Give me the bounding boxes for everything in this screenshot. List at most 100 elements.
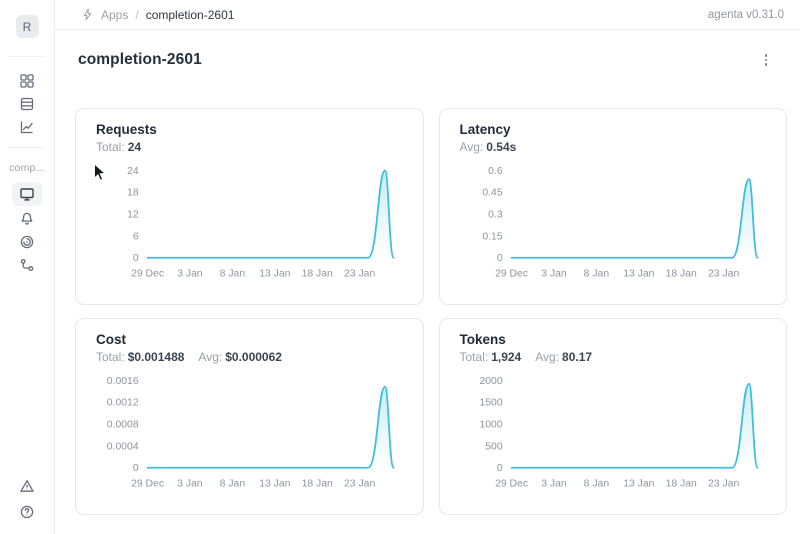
- radar-icon: [19, 234, 35, 250]
- svg-text:8 Jan: 8 Jan: [220, 479, 246, 490]
- requests-card: Requests Total: 24 0 6 12 18 24 29 Dec 3 Jan 8 J…: [75, 108, 424, 305]
- page-title: completion-2601: [78, 51, 202, 68]
- stat-value: $0.000062: [225, 350, 282, 364]
- latency-line-chart[interactable]: 0 0.15 0.3 0.45 0.6 29 Dec 3 Jan 8 Jan 13 Jan 18 …: [460, 160, 767, 290]
- svg-text:6: 6: [133, 231, 139, 242]
- sidebar-item-traces[interactable]: [12, 231, 42, 253]
- svg-text:18 Jan: 18 Jan: [665, 479, 696, 490]
- svg-text:18: 18: [127, 188, 139, 199]
- sidebar-item-test-sets[interactable]: [12, 93, 42, 115]
- svg-text:13 Jan: 13 Jan: [259, 479, 290, 490]
- more-options-button[interactable]: [755, 49, 777, 71]
- svg-text:0: 0: [133, 463, 139, 474]
- stat-value: 80.17: [562, 350, 593, 364]
- sidebar-item-help[interactable]: [12, 501, 42, 523]
- breadcrumb-separator: /: [135, 7, 139, 22]
- card-title: Latency: [459, 122, 511, 137]
- help-icon: [19, 504, 35, 520]
- svg-text:1500: 1500: [479, 398, 502, 409]
- svg-text:23 Jan: 23 Jan: [344, 269, 375, 280]
- card-title: Requests: [96, 122, 157, 137]
- svg-text:2000: 2000: [479, 376, 502, 387]
- svg-text:1000: 1000: [479, 420, 502, 431]
- svg-text:13 Jan: 13 Jan: [623, 479, 654, 490]
- stat-value: 24: [127, 140, 142, 154]
- line-chart-icon: [19, 119, 35, 135]
- breadcrumb-apps-link[interactable]: Apps: [101, 7, 129, 22]
- sidebar-divider: [8, 56, 46, 57]
- svg-text:8 Jan: 8 Jan: [220, 269, 246, 280]
- svg-text:0.0004: 0.0004: [107, 441, 139, 452]
- svg-text:0.15: 0.15: [482, 231, 502, 242]
- svg-text:13 Jan: 13 Jan: [259, 269, 290, 280]
- card-title: Tokens: [459, 332, 506, 347]
- svg-text:0.45: 0.45: [482, 188, 502, 199]
- sidebar-item-observability[interactable]: [12, 116, 42, 138]
- tokens-card: Tokens Total: 1,924 Avg: 80.17 0 500 1000 150…: [438, 318, 787, 515]
- tokens-line-chart[interactable]: 0 500 1000 1500 2000 29 Dec 3 Jan 8 Jan 13 Jan 18…: [460, 370, 767, 500]
- svg-text:0: 0: [133, 253, 139, 264]
- svg-text:12: 12: [127, 210, 139, 221]
- avatar[interactable]: R: [15, 15, 39, 38]
- svg-text:0.0016: 0.0016: [107, 376, 139, 387]
- main-content: completion-2601 Requests Total: 24 0 6 12 18…: [55, 30, 800, 534]
- sidebar-item-apps[interactable]: [12, 70, 42, 92]
- svg-text:23 Jan: 23 Jan: [708, 269, 739, 280]
- card-stats: Total: 1,924 Avg: 80.17: [460, 350, 767, 364]
- stat-value: 0.54s: [486, 140, 517, 154]
- svg-text:18 Jan: 18 Jan: [665, 269, 696, 280]
- svg-text:23 Jan: 23 Jan: [344, 479, 375, 490]
- app-group-label: comp...: [9, 162, 45, 174]
- card-stats: Total: 24: [96, 140, 403, 154]
- breadcrumb-current: completion-2601: [145, 7, 235, 22]
- stat-label: Total:: [459, 350, 489, 364]
- svg-text:29 Dec: 29 Dec: [495, 479, 528, 490]
- svg-text:3 Jan: 3 Jan: [177, 269, 203, 280]
- svg-text:29 Dec: 29 Dec: [131, 269, 164, 280]
- breadcrumb: Apps / completion-2601: [81, 8, 234, 22]
- version-label: agenta v0.31.0: [707, 8, 784, 21]
- svg-text:18 Jan: 18 Jan: [302, 269, 333, 280]
- svg-text:500: 500: [485, 441, 503, 452]
- latency-card: Latency Avg: 0.54s 0 0.15 0.3 0.45 0.6 29 Dec 3…: [438, 108, 787, 305]
- svg-text:8 Jan: 8 Jan: [583, 269, 609, 280]
- sidebar-item-evaluations[interactable]: [12, 254, 42, 276]
- requests-line-chart[interactable]: 0 6 12 18 24 29 Dec 3 Jan 8 Jan 13 Jan 18 Jan 23 J…: [96, 160, 403, 290]
- sidebar-item-playground[interactable]: [12, 208, 42, 230]
- svg-text:0.6: 0.6: [488, 166, 503, 177]
- stat-label: Avg:: [198, 350, 223, 364]
- svg-text:24: 24: [127, 166, 139, 177]
- svg-text:3 Jan: 3 Jan: [541, 269, 567, 280]
- metric-cards-grid: Requests Total: 24 0 6 12 18 24 29 Dec 3 Jan 8 J…: [75, 108, 787, 515]
- bolt-icon: [81, 8, 94, 21]
- stat-label: Total:: [96, 140, 125, 154]
- svg-text:29 Dec: 29 Dec: [495, 269, 528, 280]
- topbar: Apps / completion-2601 agenta v0.31.0: [55, 0, 800, 30]
- svg-text:29 Dec: 29 Dec: [131, 479, 164, 490]
- svg-text:18 Jan: 18 Jan: [302, 479, 333, 490]
- bell-icon: [19, 211, 35, 227]
- stat-label: Avg:: [459, 140, 484, 154]
- svg-text:0: 0: [496, 463, 502, 474]
- svg-text:0.0008: 0.0008: [107, 420, 139, 431]
- svg-text:0.3: 0.3: [488, 210, 503, 221]
- card-title: Cost: [96, 332, 126, 347]
- alert-triangle-icon: [19, 478, 35, 494]
- cost-line-chart[interactable]: 0 0.0004 0.0008 0.0012 0.0016 29 Dec 3 Jan 8 Ja…: [96, 370, 403, 500]
- svg-text:8 Jan: 8 Jan: [583, 479, 609, 490]
- stat-label: Total:: [96, 350, 125, 364]
- svg-text:13 Jan: 13 Jan: [623, 269, 654, 280]
- svg-text:3 Jan: 3 Jan: [177, 479, 203, 490]
- cost-card: Cost Total: $0.001488 Avg: $0.000062 0 0.00…: [75, 318, 424, 515]
- apps-grid-icon: [19, 73, 35, 89]
- stat-label: Avg:: [535, 350, 560, 364]
- sidebar-item-overview[interactable]: [12, 182, 42, 206]
- monitor-icon: [19, 186, 35, 202]
- sidebar: R: [0, 0, 55, 534]
- sidebar-item-alerts[interactable]: [12, 475, 42, 497]
- stat-value: 1,924: [491, 350, 522, 364]
- sidebar-divider: [8, 147, 46, 148]
- svg-text:3 Jan: 3 Jan: [541, 479, 567, 490]
- tree-branch-icon: [19, 257, 35, 273]
